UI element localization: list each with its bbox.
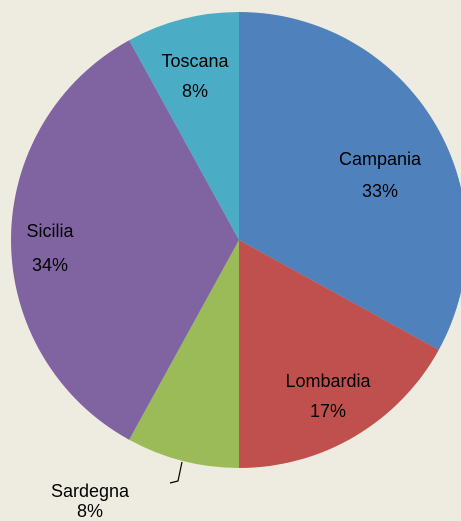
value-label: 8% [77,501,103,521]
pie-slice [10,40,239,440]
pie-slice [129,240,239,468]
pie-slice [239,12,461,350]
slice-label: Toscana [161,51,229,71]
value-label: 34% [32,255,68,275]
slice-label: Lombardia [285,371,371,391]
slice-label: Sicilia [26,221,74,241]
value-label: 17% [310,401,346,421]
leader-line [169,461,183,484]
slice-label: Sardegna [51,481,130,501]
pie-slice [239,240,439,468]
slice-label: Campania [339,149,422,169]
pie-slice [129,12,239,240]
value-label: 8% [182,81,208,101]
value-label: 33% [362,181,398,201]
